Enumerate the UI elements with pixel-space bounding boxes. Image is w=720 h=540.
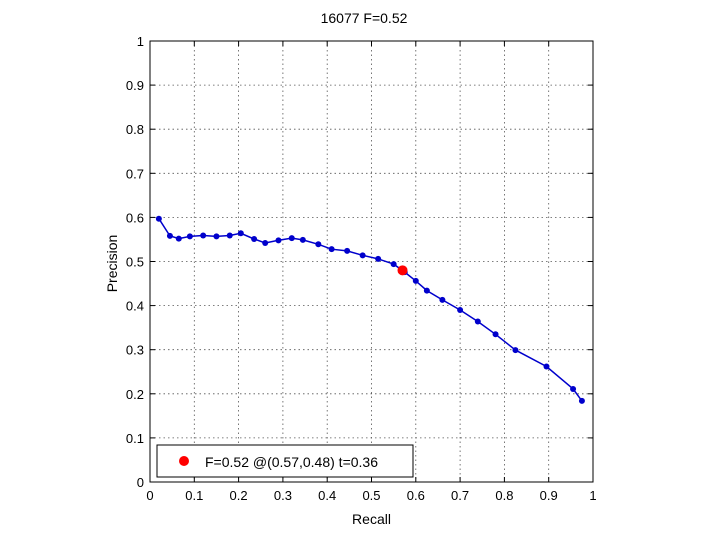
x-tick-label: 1 (589, 488, 596, 503)
y-tick-label: 0.5 (126, 255, 144, 270)
x-tick-label: 0.6 (407, 488, 425, 503)
legend-box (156, 444, 414, 478)
y-tick-label: 0.7 (126, 166, 144, 181)
data-point (315, 241, 322, 248)
y-tick-label: 1 (137, 34, 144, 49)
data-point (512, 347, 519, 354)
data-point (213, 233, 220, 240)
data-point (439, 296, 446, 303)
y-tick-label: 0.8 (126, 122, 144, 137)
data-point (288, 235, 295, 242)
y-tick-label: 0.4 (126, 299, 144, 314)
data-point (474, 318, 481, 325)
chart-title: 16077 F=0.52 (321, 10, 408, 26)
data-point (226, 232, 233, 239)
grid-lines (150, 41, 593, 482)
y-tick-label: 0.6 (126, 210, 144, 225)
legend: F=0.52 @(0.57,0.48) t=0.36 (156, 444, 414, 478)
data-point (237, 230, 244, 237)
x-tick-label: 0.8 (495, 488, 513, 503)
data-point (200, 232, 207, 239)
best-f-point (397, 265, 408, 276)
data-point (412, 277, 419, 284)
data-point (328, 246, 335, 253)
axis-ticks: 0 0.1 0.2 0.3 0.4 0.5 0.6 0.7 0.8 0.9 1 0 0.1 0.2 0.3 0… (126, 34, 597, 503)
x-tick-label: 0.3 (274, 488, 292, 503)
data-point (186, 233, 193, 240)
data-point (344, 247, 351, 254)
data-point (375, 255, 382, 262)
x-tick-label: 0.1 (185, 488, 203, 503)
x-axis-label: Recall (352, 511, 391, 527)
data-point (543, 363, 550, 370)
series-line (158, 218, 583, 402)
data-point (166, 232, 173, 239)
data-point (390, 261, 397, 268)
data-point (578, 397, 585, 404)
y-tick-label: 0 (137, 475, 144, 490)
y-tick-label: 0.2 (126, 387, 144, 402)
legend-text: F=0.52 @(0.57,0.48) t=0.36 (205, 454, 378, 470)
legend-marker (179, 456, 189, 466)
data-point (492, 331, 499, 338)
data-point (175, 235, 182, 242)
data-point (251, 236, 258, 243)
data-point (262, 239, 269, 246)
data-point (299, 236, 306, 243)
series-layer (155, 215, 585, 404)
data-point (275, 237, 282, 244)
x-tick-label: 0.2 (230, 488, 248, 503)
x-tick-label: 0.7 (451, 488, 469, 503)
y-tick-label: 0.1 (126, 431, 144, 446)
data-point (457, 307, 464, 314)
x-tick-label: 0.9 (540, 488, 558, 503)
y-tick-label: 0.9 (126, 78, 144, 93)
data-point (155, 215, 162, 222)
x-tick-label: 0.4 (318, 488, 336, 503)
data-point (570, 385, 577, 392)
data-point (423, 287, 430, 294)
x-tick-label: 0 (146, 488, 153, 503)
y-tick-label: 0.3 (126, 343, 144, 358)
data-point (359, 252, 366, 259)
y-axis-label: Precision (104, 235, 120, 293)
x-tick-label: 0.5 (362, 488, 380, 503)
